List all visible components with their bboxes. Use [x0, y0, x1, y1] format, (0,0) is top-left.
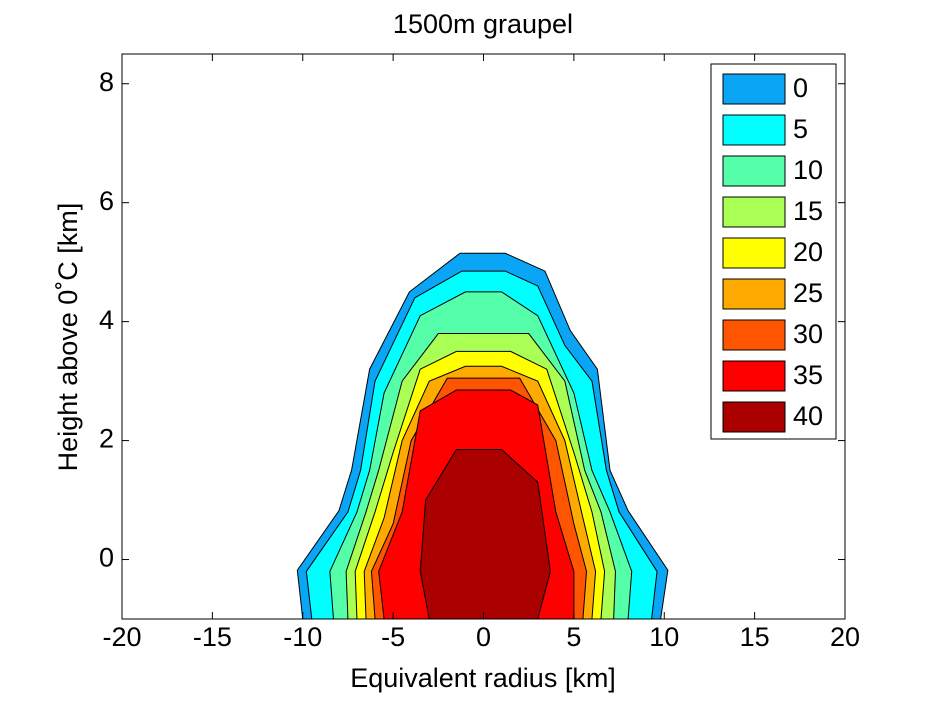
legend-label: 10: [793, 155, 823, 185]
x-tick-label: 15: [740, 622, 770, 652]
x-tick-label: 0: [476, 622, 491, 652]
x-tick-label: 10: [649, 622, 679, 652]
chart-title: 1500m graupel: [393, 9, 573, 39]
legend-swatch: [722, 155, 786, 187]
legend-label: 20: [793, 237, 823, 267]
legend-label: 0: [793, 73, 808, 103]
x-tick-label: -5: [381, 622, 405, 652]
x-axis-label: Equivalent radius [km]: [350, 663, 616, 693]
x-tick-label: -20: [102, 622, 141, 652]
legend-swatch: [722, 73, 786, 105]
y-axis-label: Height above 0˚C [km]: [53, 203, 83, 472]
legend-swatch: [722, 319, 786, 351]
legend-swatch: [722, 114, 786, 146]
legend-swatch: [722, 401, 786, 433]
x-tick-label: 20: [830, 622, 860, 652]
x-tick-label: -10: [283, 622, 322, 652]
y-tick-label: 2: [99, 424, 114, 454]
legend-swatch: [722, 237, 786, 269]
legend-label: 35: [793, 360, 823, 390]
legend-label: 25: [793, 278, 823, 308]
y-tick-label: 8: [99, 67, 114, 97]
y-tick-label: 6: [99, 186, 114, 216]
x-tick-label: -15: [193, 622, 232, 652]
y-tick-label: 4: [99, 305, 114, 335]
y-tick-label: 0: [99, 543, 114, 573]
legend-swatch: [722, 360, 786, 392]
legend-swatch: [722, 278, 786, 310]
legend-label: 5: [793, 114, 808, 144]
x-tick-label: 5: [566, 622, 581, 652]
legend-label: 40: [793, 401, 823, 431]
legend-label: 15: [793, 196, 823, 226]
contour-region: [419, 449, 551, 620]
legend-swatch: [722, 196, 786, 228]
legend-label: 30: [793, 319, 823, 349]
